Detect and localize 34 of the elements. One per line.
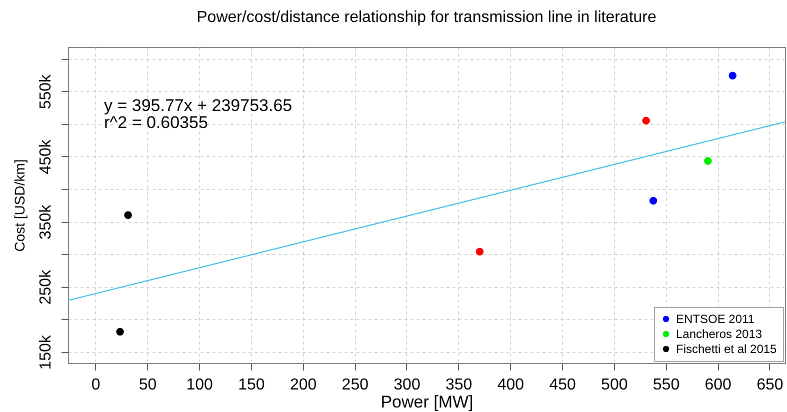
y-tick-label: 550k xyxy=(38,73,54,110)
x-tick-label: 550 xyxy=(652,376,680,394)
point xyxy=(476,248,484,256)
x-axis-title: Power [MW] xyxy=(380,392,474,412)
x-tick-label: 650 xyxy=(756,376,784,394)
x-tick-label: 200 xyxy=(290,376,317,394)
y-tick-label: 250k xyxy=(38,268,54,305)
point xyxy=(116,328,124,336)
y-tick-label: 150k xyxy=(38,334,54,370)
x-tick-label: 350 xyxy=(445,376,472,394)
point xyxy=(124,211,132,219)
x-tick-label: 50 xyxy=(138,376,157,394)
y-tick-label: 350k xyxy=(38,204,54,240)
legend-label: ENTSOE 2011 xyxy=(676,312,755,326)
y-tick-label: 450k xyxy=(38,138,54,174)
point xyxy=(649,196,658,205)
point xyxy=(704,157,712,165)
point xyxy=(728,72,737,80)
x-tick-label: 250 xyxy=(342,376,369,394)
x-tick-label: 600 xyxy=(704,376,732,394)
y-axis-title: Cost [USD/km] xyxy=(12,159,28,252)
x-tick-label: 450 xyxy=(549,376,576,394)
x-tick-label: 400 xyxy=(497,376,524,394)
legend-label: Fischetti et al 2015 xyxy=(676,342,778,356)
chart-title: Power/cost/distance relationship for transmission line in literature xyxy=(196,9,656,26)
point xyxy=(642,116,650,124)
x-tick-label: 300 xyxy=(394,376,420,394)
x-tick-label: 100 xyxy=(186,376,214,394)
x-tick-label: 500 xyxy=(601,376,628,394)
annotation: r^2 = 0.60355 xyxy=(104,113,208,132)
annotation: y = 395.77x + 239753.65 xyxy=(104,96,292,115)
x-tick-label: 0 xyxy=(91,376,100,394)
x-tick-label: 150 xyxy=(238,376,265,394)
legend-label: Lancheros 2013 xyxy=(676,327,762,341)
